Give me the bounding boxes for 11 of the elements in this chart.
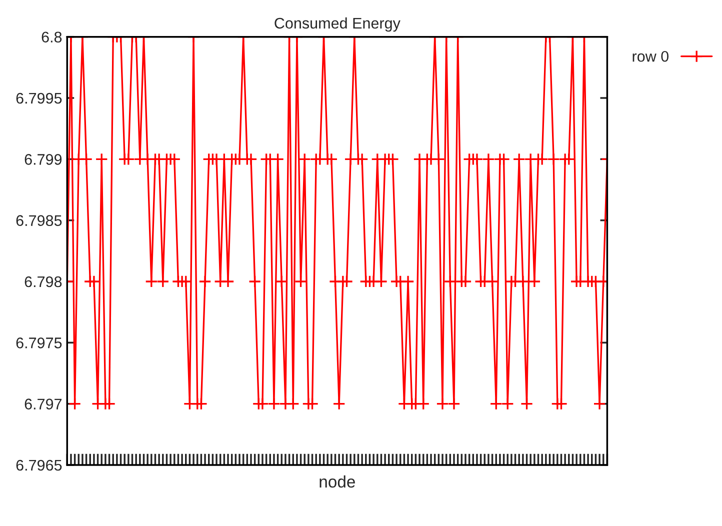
x-axis-title: node <box>320 475 355 488</box>
y-tick-label: 6.7965 <box>16 460 62 471</box>
y-tick-label: 6.798 <box>24 276 62 288</box>
y-tick-label: 6.7995 <box>16 92 62 104</box>
y-tick-label: 6.7985 <box>16 215 62 226</box>
y-tick-label: 6.797 <box>24 398 62 410</box>
legend-label: row 0 <box>632 50 669 62</box>
y-tick-label: 6.7975 <box>16 338 62 348</box>
y-tick-label: 6.8 <box>42 32 62 43</box>
chart-title: Consumed Energy <box>274 17 400 32</box>
y-tick-label: 6.799 <box>24 154 62 165</box>
